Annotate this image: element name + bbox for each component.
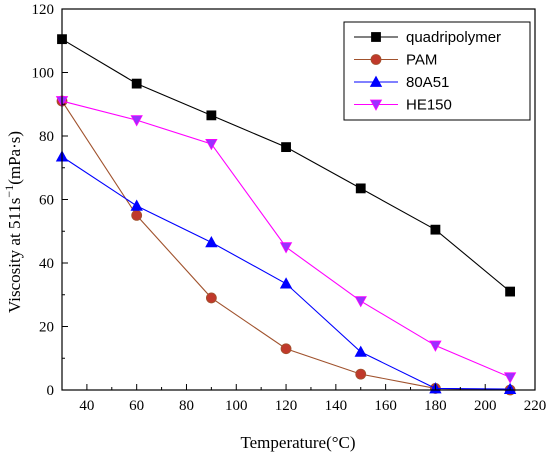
y-tick-label: 20 [39,320,54,336]
data-point [131,78,142,89]
data-point [205,292,217,304]
x-tick-label: 40 [79,398,94,414]
x-tick-label: 120 [275,398,298,414]
x-tick-label: 140 [325,398,348,414]
x-tick-label: 100 [225,398,248,414]
legend-item: HE150 [354,97,452,114]
data-point [429,340,442,352]
axes: 40 60 80 100 120 140 160 180 200 220 0 20 40 60 80 100 1… [32,2,547,414]
data-point [205,139,218,151]
y-axis-title-sup: −1 [2,185,16,198]
series-he150 [55,96,517,384]
legend-item: quadripolymer [354,29,501,46]
y-tick-label: 0 [47,383,55,399]
y-axis-title: Viscosity at 511s−1(mPa·s) [2,131,24,313]
data-point [355,183,366,194]
data-point [130,115,143,127]
y-axis-title-main: Viscosity at 511s [5,198,24,313]
data-point [503,372,517,384]
legend-item: PAM [354,52,437,69]
data-point [279,242,293,254]
x-tick-label: 200 [474,398,497,414]
series-line [61,156,511,390]
legend-label: HE150 [406,97,452,114]
data-point [354,345,367,357]
data-point [281,142,291,153]
x-axis-title: Temperature(°C) [240,433,355,452]
y-tick-label: 100 [32,66,55,82]
y-tick-label: 120 [32,2,55,18]
data-point [430,224,441,235]
legend-label: 80A51 [406,74,449,91]
y-tick-label: 60 [39,193,54,209]
data-point [131,209,143,221]
legend-marker [370,54,382,65]
x-tick-label: 80 [179,398,194,414]
x-tick-label: 160 [374,398,397,414]
data-point [279,277,293,289]
y-tick-label: 80 [39,129,54,145]
legend-label: quadripolymer [406,29,501,46]
data-point [206,110,217,121]
legend-label: PAM [406,52,437,69]
legend-item: 80A51 [354,74,449,91]
legend-marker [371,32,381,42]
data-point [130,199,143,211]
y-axis-title-tail: (mPa·s) [5,131,24,185]
data-point [280,343,292,355]
data-point [205,236,218,248]
data-point [354,296,367,308]
data-point [355,368,367,380]
y-tick-label: 40 [39,256,54,272]
x-tick-label: 220 [524,398,547,414]
legend-marker [369,75,383,87]
x-tick-label: 60 [129,398,144,414]
x-tick-label: 180 [424,398,447,414]
data-point [505,286,516,297]
legend-marker [369,99,383,111]
series-80a51 [55,150,517,394]
legend: quadripolymer PAM 80A51 HE150 [343,21,531,121]
